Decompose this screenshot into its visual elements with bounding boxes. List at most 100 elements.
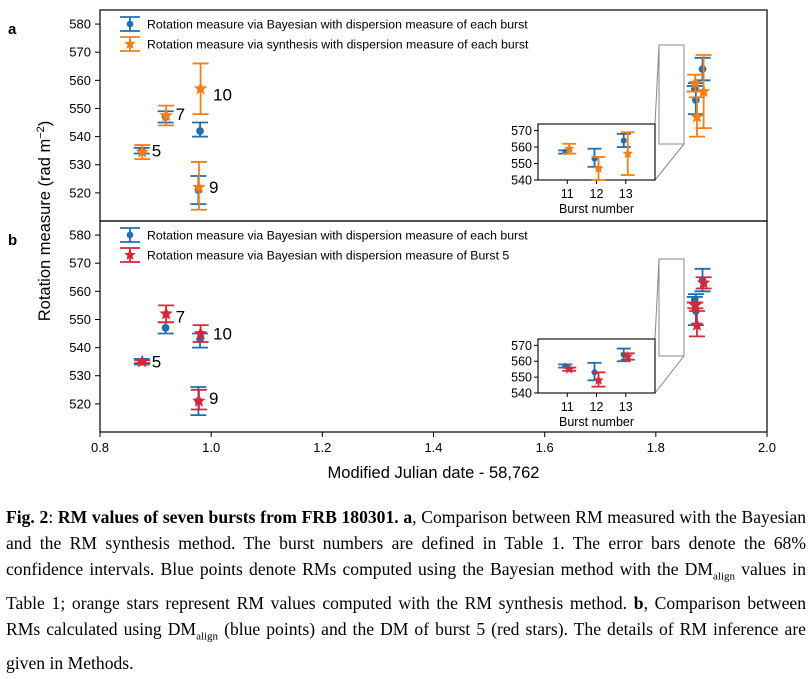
- series-a-2: [134, 54, 712, 211]
- y-tick-label: 530: [69, 368, 91, 383]
- data-point-marker: [688, 298, 702, 312]
- data-point-marker: [193, 326, 208, 340]
- caption-a-label: a: [403, 507, 413, 527]
- x-tick-label: 1.8: [647, 440, 665, 455]
- y-tick-label: 530: [69, 157, 91, 172]
- legend-item: Rotation measure via Bayesian with dispe…: [120, 227, 528, 243]
- inset-data-point-marker: [593, 374, 604, 385]
- burst-label: 7: [176, 308, 185, 327]
- burst-label: 10: [213, 85, 232, 104]
- legend-label: Rotation measure via synthesis with disp…: [147, 38, 529, 52]
- y-tick-label: 570: [69, 256, 91, 271]
- inset-y-tick-label: 570: [511, 339, 532, 353]
- panel-a: a 520 530 540 550 560 570 580 57 10 9 Rotation meas…: [8, 9, 768, 222]
- legend-item: Rotation measure via Bayesian with dispe…: [120, 247, 509, 263]
- x-tick-label: 0.8: [91, 440, 109, 455]
- burst-label: 10: [213, 325, 232, 344]
- x-tick-label: 1.6: [536, 440, 554, 455]
- inset-y-tick-label: 540: [511, 174, 532, 188]
- data-point-marker: [159, 108, 173, 122]
- legend-marker-marker: [124, 38, 136, 49]
- inset-data-point-marker: [593, 162, 604, 173]
- inset-data-point-marker: [622, 148, 633, 159]
- y-tick-label: 540: [69, 129, 91, 144]
- inset-data-point-marker: [622, 350, 633, 361]
- data-point-marker: [192, 180, 206, 193]
- series-b-2: [134, 275, 712, 411]
- panel-b-letter: b: [8, 232, 17, 249]
- zoom-box: [658, 258, 685, 357]
- inset-y-tick-label: 540: [511, 387, 532, 401]
- x-tick-label: 2.0: [758, 440, 776, 455]
- y-tick-label: 580: [69, 17, 91, 32]
- y-tick-label: 560: [69, 284, 91, 299]
- y-tick-label: 570: [69, 45, 91, 60]
- inset-y-tick-label: 570: [511, 124, 532, 138]
- inset-y-tick-label: 550: [511, 371, 532, 385]
- data-point-marker: [135, 145, 149, 158]
- data-point-marker: [135, 354, 149, 368]
- burst-label: 5: [152, 142, 161, 161]
- zoom-connector: [654, 44, 660, 125]
- burst-label: 9: [209, 389, 218, 408]
- zoom-box: [658, 44, 685, 145]
- data-point-marker: [159, 306, 173, 320]
- legend-marker-marker: [124, 249, 136, 260]
- x-tick-label: 1.4: [424, 440, 442, 455]
- inset-x-tick-label: 11: [561, 187, 574, 201]
- x-axis-label: Modified Julian date - 58,762: [328, 464, 540, 482]
- inset-y-tick-label: 560: [511, 141, 532, 155]
- y-tick-label: 550: [69, 312, 91, 327]
- zoom-connector: [654, 143, 685, 181]
- caption-title: RM values of seven bursts from FRB 18030…: [57, 507, 399, 527]
- burst-label: 7: [176, 105, 185, 124]
- burst-label: 5: [152, 353, 161, 372]
- legend-label: Rotation measure via Bayesian with dispe…: [147, 18, 528, 32]
- legend-item: Rotation measure via Bayesian with dispe…: [120, 16, 528, 32]
- caption-b-label: b: [633, 593, 644, 614]
- data-point-marker: [196, 127, 204, 135]
- burst-label: 9: [209, 178, 218, 197]
- y-tick-label: 580: [69, 228, 91, 243]
- data-point-marker: [192, 394, 206, 407]
- inset-x-axis-label: Burst number: [559, 202, 634, 216]
- caption-part3: , Comparison between RMs calculated usin…: [6, 593, 806, 640]
- legend-marker-marker: [126, 231, 134, 239]
- caption-part1: , Comparison between RM measured with th…: [6, 507, 806, 580]
- caption-part4: (blue points) and the DM of burst 5 (red…: [6, 619, 806, 674]
- panel-a-letter: a: [8, 21, 17, 38]
- caption-fig-label: Fig. 2: [6, 507, 49, 527]
- legend-label: Rotation measure via Bayesian with dispe…: [147, 229, 528, 243]
- inset-frame: [537, 338, 656, 394]
- data-point-marker: [696, 84, 711, 98]
- legend-label: Rotation measure via Bayesian with dispe…: [147, 249, 509, 263]
- figure-caption: Fig. 2: RM values of seven bursts from F…: [6, 504, 806, 676]
- inset-y-tick-label: 560: [511, 355, 532, 369]
- zoom-connector: [654, 258, 660, 340]
- y-tick-label: 540: [69, 340, 91, 355]
- y-tick-label: 560: [69, 73, 91, 88]
- zoom-connector: [654, 355, 685, 394]
- inset-x-tick-label: 11: [561, 400, 574, 414]
- y-tick-label: 550: [69, 101, 91, 116]
- data-point-marker: [193, 81, 208, 95]
- data-point-marker: [690, 318, 704, 331]
- y-tick-label: 520: [69, 185, 91, 200]
- caption-sub2: align: [196, 630, 219, 643]
- caption-sub1: align: [713, 570, 736, 583]
- caption-colon: :: [48, 507, 58, 527]
- inset-x-axis-label: Burst number: [559, 415, 634, 429]
- inset-x-tick-label: 12: [590, 187, 604, 201]
- inset-x-tick-label: 12: [590, 400, 604, 414]
- inset-data-point-marker: [564, 363, 575, 374]
- data-point-marker: [690, 109, 704, 123]
- y-tick-label: 520: [69, 396, 91, 411]
- inset-y-tick-label: 550: [511, 157, 532, 171]
- panel-b: b 520 530 540 550 560 570 580 5 7 10 9 Rotation meas…: [8, 220, 768, 433]
- legend-item: Rotation measure via synthesis with disp…: [120, 36, 529, 52]
- y-axis-label: Rotation measure (rad m−2): [35, 121, 54, 322]
- inset-x-tick-label: 13: [619, 187, 633, 201]
